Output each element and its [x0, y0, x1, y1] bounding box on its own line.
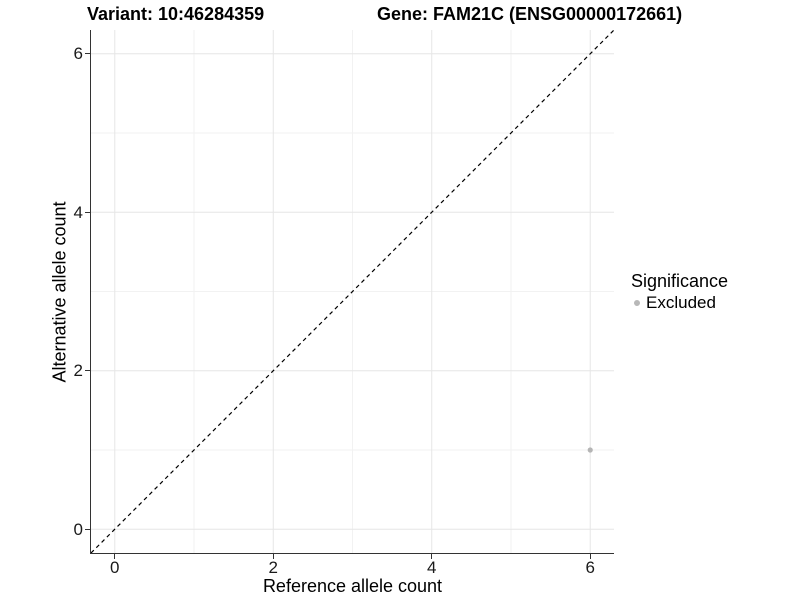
y-axis-title: Alternative allele count — [49, 201, 70, 383]
legend-entry-label: Excluded — [646, 293, 716, 312]
y-tick-label: 2 — [73, 361, 83, 381]
y-tick-mark — [85, 528, 90, 530]
plot-canvas — [91, 30, 614, 553]
x-tick-mark — [114, 554, 116, 559]
x-tick-label: 6 — [585, 558, 595, 577]
y-tick-label: 0 — [73, 519, 83, 539]
y-tick-label: 6 — [73, 44, 83, 64]
data-point-excluded — [587, 447, 593, 453]
plot-panel — [90, 30, 614, 554]
plot-title-variant: Variant: 10:46284359 — [87, 4, 265, 24]
x-tick-label: 4 — [427, 558, 437, 577]
x-tick-label: 2 — [268, 558, 278, 577]
x-axis-title: Reference allele count — [262, 576, 443, 596]
plot-title-gene: Gene: FAM21C (ENSG00000172661) — [377, 4, 683, 24]
x-tick-mark — [272, 554, 274, 559]
x-tick-label: 0 — [110, 558, 120, 577]
legend-title: Significance — [631, 271, 729, 291]
identity-dashed-line — [91, 30, 614, 553]
y-tick-mark — [85, 53, 90, 55]
legend-entry-excluded: Excluded — [631, 293, 728, 312]
y-tick-mark — [85, 370, 90, 372]
legend: Significance Excluded — [631, 271, 728, 312]
y-tick-label: 4 — [73, 202, 83, 222]
x-tick-mark — [589, 554, 591, 559]
x-tick-mark — [431, 554, 433, 559]
excluded-point-icon — [634, 299, 640, 306]
y-tick-mark — [85, 211, 90, 213]
